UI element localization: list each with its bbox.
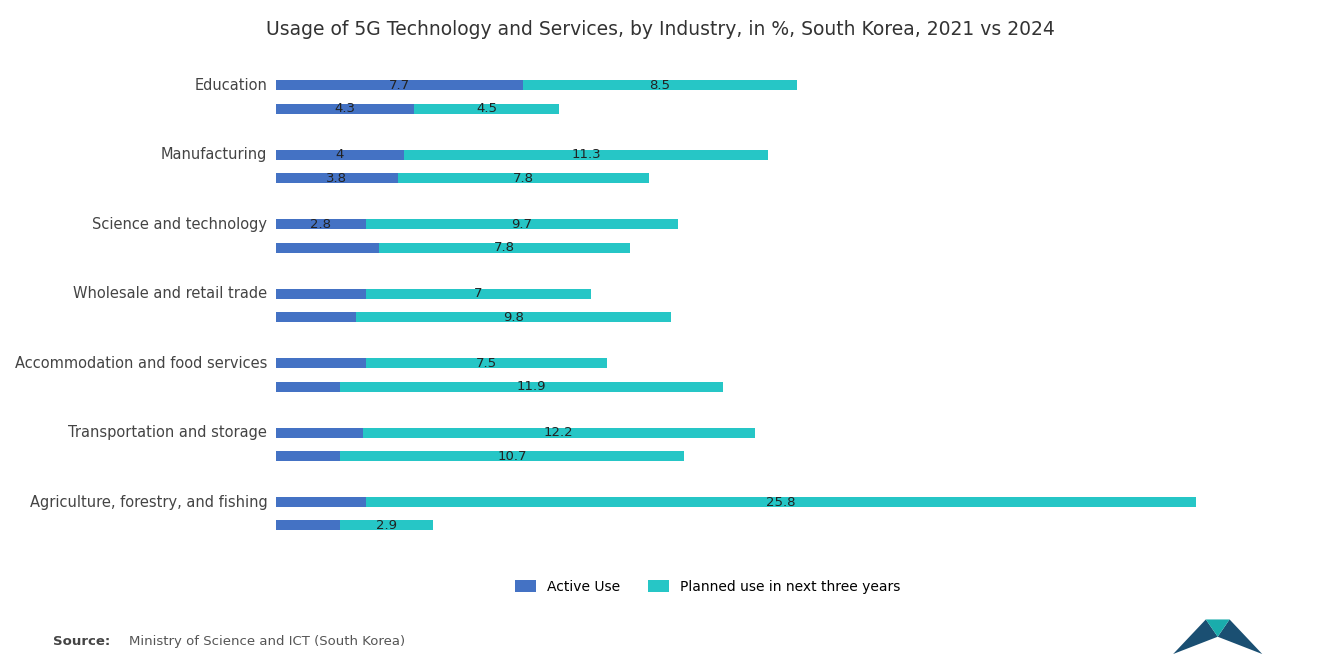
Bar (276, 219, 366, 229)
Text: Usage of 5G Technology and Services, by Industry, in %, South Korea, 2021 vs 202: Usage of 5G Technology and Services, by … (265, 20, 1055, 39)
Text: 9.8: 9.8 (503, 311, 524, 324)
Bar (276, 521, 341, 531)
Bar (276, 80, 524, 90)
Text: 7.7: 7.7 (389, 79, 411, 92)
Polygon shape (1206, 620, 1230, 637)
Bar (276, 382, 341, 392)
Text: 2.9: 2.9 (376, 519, 397, 532)
Bar (366, 219, 677, 229)
Bar (366, 497, 1196, 507)
Bar (276, 150, 404, 160)
Bar (276, 451, 341, 461)
Text: 8.5: 8.5 (649, 79, 671, 92)
Bar (276, 173, 397, 184)
Text: 4.3: 4.3 (334, 102, 355, 115)
Text: 11.3: 11.3 (572, 148, 601, 162)
Text: 10.7: 10.7 (498, 450, 527, 463)
Bar (379, 243, 630, 253)
Polygon shape (1173, 620, 1217, 654)
Text: 11.9: 11.9 (516, 380, 546, 393)
Text: 4.5: 4.5 (477, 102, 496, 115)
Bar (366, 289, 591, 299)
Bar (397, 173, 649, 184)
Text: 9.7: 9.7 (511, 218, 532, 231)
Bar (356, 312, 672, 322)
Text: 4: 4 (335, 148, 345, 162)
Bar (341, 382, 723, 392)
Text: 25.8: 25.8 (766, 495, 796, 509)
Bar (524, 80, 797, 90)
Bar (276, 428, 363, 438)
Bar (341, 521, 433, 531)
Bar (276, 358, 366, 368)
Text: 7.5: 7.5 (475, 356, 496, 370)
Text: 2.8: 2.8 (310, 218, 331, 231)
Polygon shape (1217, 620, 1262, 654)
Text: 7.8: 7.8 (513, 172, 533, 185)
Bar (276, 289, 366, 299)
Text: Source:: Source: (53, 635, 110, 648)
Legend: Active Use, Planned use in next three years: Active Use, Planned use in next three ye… (510, 575, 906, 600)
Text: 7.8: 7.8 (494, 241, 515, 254)
Text: Ministry of Science and ICT (South Korea): Ministry of Science and ICT (South Korea… (129, 635, 405, 648)
Bar (414, 104, 558, 114)
Bar (276, 497, 366, 507)
Bar (276, 243, 379, 253)
Bar (341, 451, 684, 461)
Bar (366, 358, 607, 368)
Text: 12.2: 12.2 (544, 426, 574, 439)
Bar (276, 312, 356, 322)
Bar (276, 104, 414, 114)
Text: 3.8: 3.8 (326, 172, 347, 185)
Text: 7: 7 (474, 287, 483, 301)
Bar (404, 150, 768, 160)
Bar (363, 428, 755, 438)
